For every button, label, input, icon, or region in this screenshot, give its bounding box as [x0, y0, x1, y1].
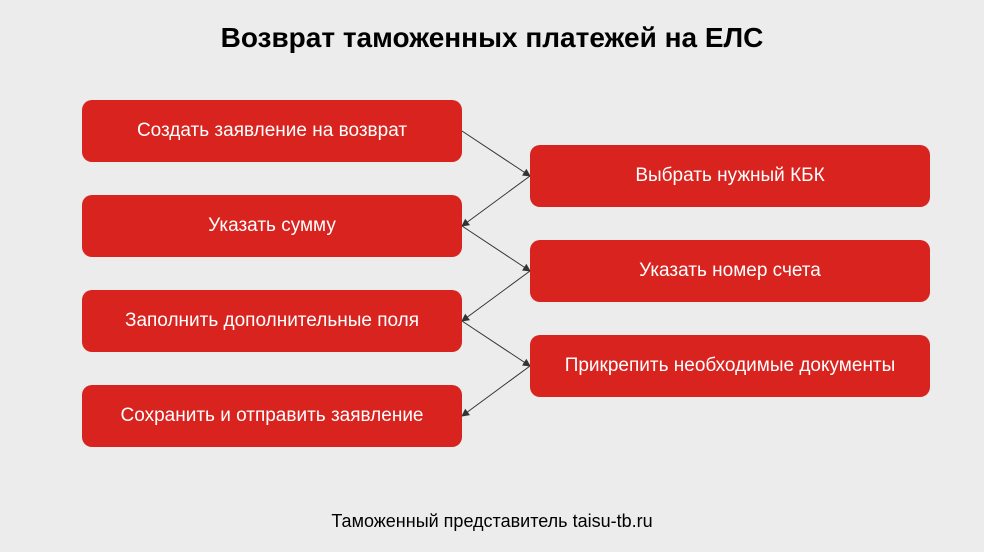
flowchart-canvas: Возврат таможенных платежей на ЕЛС Тамож…	[0, 0, 984, 552]
step-box-l3: Заполнить дополнительные поля	[82, 290, 462, 352]
step-box-l4: Сохранить и отправить заявление	[82, 385, 462, 447]
arrow-l2-r2	[462, 226, 530, 271]
step-box-r3: Прикрепить необходимые документы	[530, 335, 930, 397]
arrow-r3-l4	[462, 366, 530, 416]
page-title: Возврат таможенных платежей на ЕЛС	[0, 22, 984, 54]
step-box-r2: Указать номер счета	[530, 240, 930, 302]
arrow-l1-r1	[462, 131, 530, 176]
step-box-l2: Указать сумму	[82, 195, 462, 257]
footer-text: Таможенный представитель taisu-tb.ru	[0, 511, 984, 532]
step-box-l1: Создать заявление на возврат	[82, 100, 462, 162]
step-box-r1: Выбрать нужный КБК	[530, 145, 930, 207]
arrow-l3-r3	[462, 321, 530, 366]
arrow-r1-l2	[462, 176, 530, 226]
arrow-r2-l3	[462, 271, 530, 321]
